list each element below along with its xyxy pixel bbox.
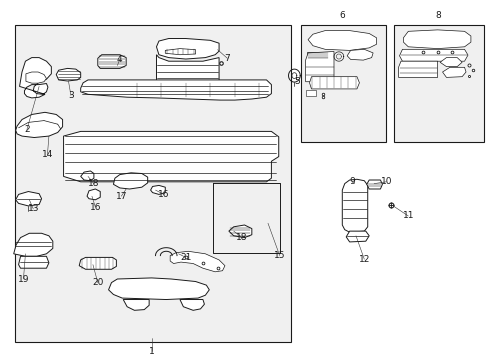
Polygon shape <box>56 68 81 81</box>
Text: 3: 3 <box>68 91 74 100</box>
Polygon shape <box>108 278 209 300</box>
Polygon shape <box>81 80 271 100</box>
Polygon shape <box>79 257 116 269</box>
Text: 9: 9 <box>348 177 354 186</box>
Text: 16: 16 <box>89 202 101 211</box>
Text: 16: 16 <box>158 190 169 199</box>
Text: 12: 12 <box>358 255 369 264</box>
Polygon shape <box>19 256 49 268</box>
Text: 15: 15 <box>273 251 285 260</box>
Polygon shape <box>16 112 62 138</box>
Polygon shape <box>63 131 278 182</box>
Bar <box>15 25 290 342</box>
Text: 14: 14 <box>41 150 53 159</box>
Text: 20: 20 <box>92 278 103 287</box>
Text: 11: 11 <box>402 211 413 220</box>
Polygon shape <box>346 231 368 242</box>
Polygon shape <box>366 180 382 189</box>
Polygon shape <box>87 189 100 200</box>
Polygon shape <box>309 77 359 89</box>
Polygon shape <box>307 31 376 50</box>
Text: 10: 10 <box>380 177 391 186</box>
Text: 21: 21 <box>180 253 191 262</box>
Polygon shape <box>442 67 465 77</box>
Polygon shape <box>305 90 316 96</box>
Polygon shape <box>403 30 470 49</box>
Polygon shape <box>228 225 251 238</box>
Text: 6: 6 <box>339 10 345 19</box>
Polygon shape <box>342 179 367 232</box>
Text: 13: 13 <box>27 204 39 213</box>
Polygon shape <box>165 49 195 55</box>
Polygon shape <box>180 300 204 310</box>
Text: 2: 2 <box>24 125 30 134</box>
Polygon shape <box>26 72 46 83</box>
Polygon shape <box>14 233 53 256</box>
Text: 18: 18 <box>236 233 247 242</box>
Bar <box>393 25 483 142</box>
Text: 7: 7 <box>224 54 230 63</box>
Polygon shape <box>305 51 333 82</box>
Polygon shape <box>398 61 437 77</box>
Text: 1: 1 <box>148 346 154 356</box>
Polygon shape <box>20 58 51 98</box>
Text: 19: 19 <box>18 274 29 284</box>
Polygon shape <box>156 39 219 59</box>
Polygon shape <box>346 49 372 60</box>
Polygon shape <box>81 171 94 181</box>
Polygon shape <box>439 58 461 67</box>
Polygon shape <box>16 192 41 206</box>
Text: 4: 4 <box>117 55 122 64</box>
Polygon shape <box>399 49 467 61</box>
Polygon shape <box>170 251 224 272</box>
Polygon shape <box>306 52 328 59</box>
Polygon shape <box>150 185 165 194</box>
Bar <box>300 25 386 142</box>
Polygon shape <box>98 55 126 68</box>
Polygon shape <box>123 300 149 310</box>
Text: 5: 5 <box>294 77 300 85</box>
Polygon shape <box>156 55 219 86</box>
Text: 18: 18 <box>88 179 100 188</box>
Polygon shape <box>113 173 147 189</box>
Text: 17: 17 <box>115 192 127 201</box>
Text: 8: 8 <box>434 10 440 19</box>
